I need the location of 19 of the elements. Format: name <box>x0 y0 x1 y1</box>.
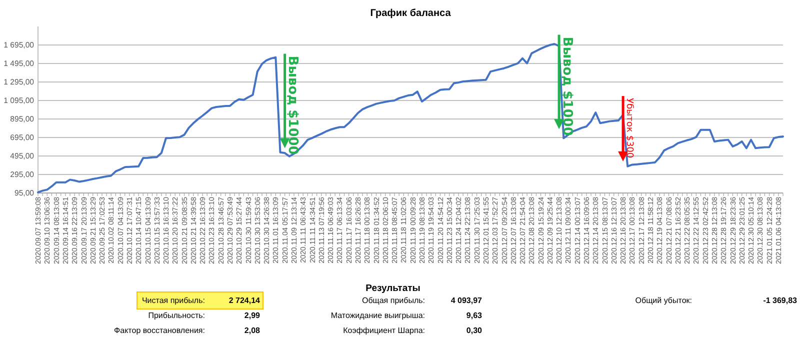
text: Матожидание выигрыша: <box>330 311 425 320</box>
text: 2,99 <box>244 311 261 320</box>
text: Результаты <box>366 283 420 294</box>
text: Прибыльность: <box>148 311 205 320</box>
text: 4 093,97 <box>450 296 483 305</box>
text: 0,30 <box>466 326 483 335</box>
text: Фактор восстановления: <box>114 326 205 335</box>
text: Чистая прибыль: <box>142 296 205 305</box>
annotation: Вывод $1000 <box>285 56 300 155</box>
chart-title: График баланса <box>370 8 452 19</box>
text: Общая прибыль: <box>362 296 425 305</box>
annotation: Вывод $1000 <box>559 36 574 136</box>
text: 2,08 <box>244 326 261 335</box>
text: -1 369,83 <box>763 296 798 305</box>
text: Общий убыток: <box>635 296 692 305</box>
text: 2 724,14 <box>228 296 261 305</box>
text: 9,63 <box>466 311 483 320</box>
text: Коэффициент Шарпа: <box>343 326 425 335</box>
annotation: Убыток $300 <box>624 98 634 158</box>
